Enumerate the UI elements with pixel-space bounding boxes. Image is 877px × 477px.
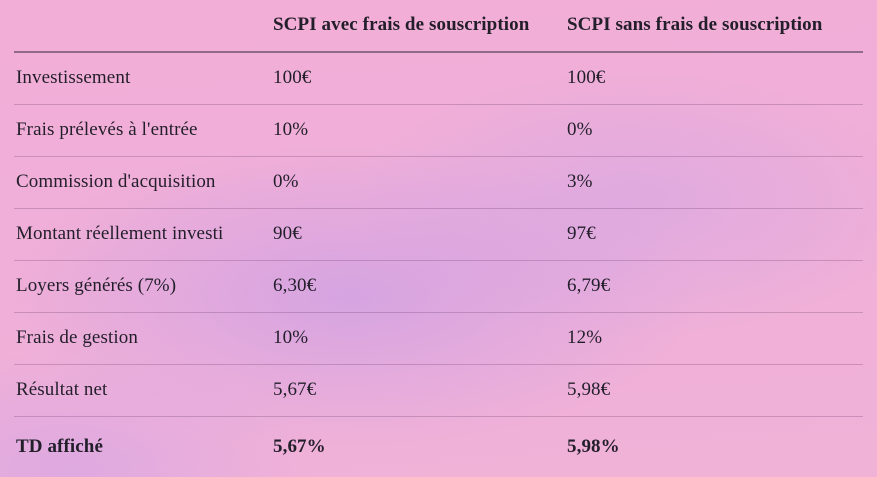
table-row: Investissement 100€ 100€	[14, 53, 863, 105]
table-row: Frais de gestion 10% 12%	[14, 313, 863, 365]
row-value-without-fees: 3%	[567, 171, 593, 193]
table-body: Investissement 100€ 100€ Frais prélevés …	[14, 53, 863, 477]
row-label: TD affiché	[16, 435, 104, 457]
header-col-without-fees: SCPI sans frais de souscription	[567, 14, 823, 36]
row-value-with-fees: 100€	[273, 67, 312, 89]
row-value-with-fees: 5,67%	[273, 435, 326, 457]
table-row: Loyers générés (7%) 6,30€ 6,79€	[14, 261, 863, 313]
row-value-with-fees: 10%	[273, 327, 309, 349]
row-label: Frais prélevés à l'entrée	[16, 119, 198, 141]
table-header-row: SCPI avec frais de souscription SCPI san…	[14, 0, 863, 53]
table-row: Frais prélevés à l'entrée 10% 0%	[14, 105, 863, 157]
row-value-without-fees: 12%	[567, 327, 603, 349]
row-value-with-fees: 0%	[273, 171, 299, 193]
row-value-without-fees: 100€	[567, 67, 606, 89]
scpi-fees-comparison-table: SCPI avec frais de souscription SCPI san…	[14, 0, 863, 477]
row-label: Résultat net	[16, 379, 108, 401]
row-label: Frais de gestion	[16, 327, 138, 349]
table-row: TD affiché 5,67% 5,98%	[14, 417, 863, 477]
row-value-without-fees: 6,79€	[567, 275, 611, 297]
table-row: Montant réellement investi 90€ 97€	[14, 209, 863, 261]
header-col-with-fees: SCPI avec frais de souscription	[273, 14, 530, 36]
row-label: Loyers générés (7%)	[16, 275, 177, 297]
row-value-without-fees: 0%	[567, 119, 593, 141]
row-value-without-fees: 97€	[567, 223, 596, 245]
row-value-without-fees: 5,98%	[567, 435, 620, 457]
row-label: Investissement	[16, 67, 131, 89]
row-label: Commission d'acquisition	[16, 171, 216, 193]
row-value-with-fees: 5,67€	[273, 379, 317, 401]
row-value-with-fees: 10%	[273, 119, 309, 141]
row-label: Montant réellement investi	[16, 223, 224, 245]
row-value-with-fees: 90€	[273, 223, 302, 245]
table-row: Commission d'acquisition 0% 3%	[14, 157, 863, 209]
table-row: Résultat net 5,67€ 5,98€	[14, 365, 863, 417]
row-value-without-fees: 5,98€	[567, 379, 611, 401]
row-value-with-fees: 6,30€	[273, 275, 317, 297]
